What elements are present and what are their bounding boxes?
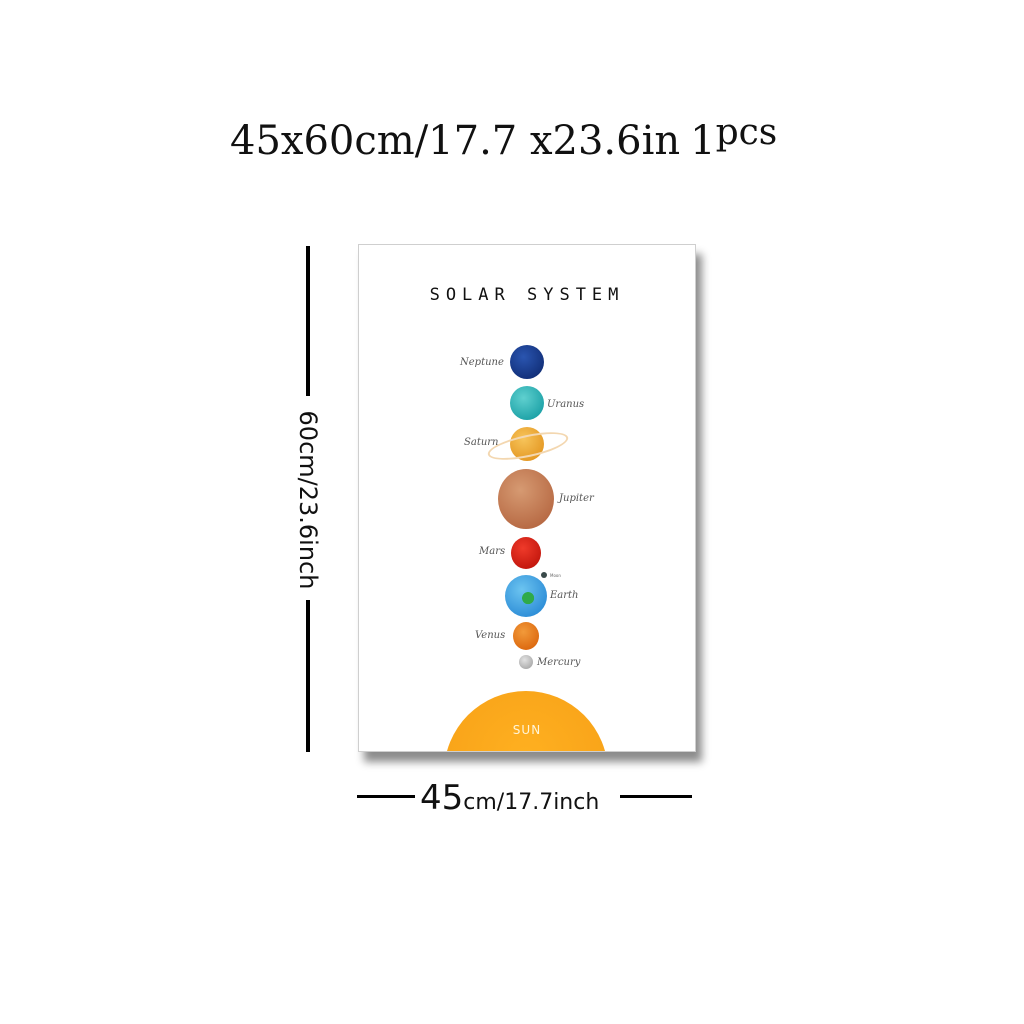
neptune-label: Neptune	[460, 357, 504, 368]
neptune-planet	[510, 345, 544, 379]
mercury-label: Mercury	[537, 657, 581, 668]
height-dimension-line-bottom	[306, 600, 310, 752]
size-headline: 45x60cm/17.7 x23.6in 1pcs	[230, 112, 777, 164]
width-dimension-line-left	[357, 795, 415, 798]
saturn-planet	[510, 427, 544, 461]
sun-label: SUN	[512, 723, 542, 737]
sun	[444, 691, 608, 751]
saturn-label: Saturn	[464, 437, 499, 448]
jupiter-label: Jupiter	[559, 493, 594, 504]
quantity-unit: pcs	[715, 112, 778, 153]
earth-label: Earth	[550, 590, 579, 601]
earth-planet	[505, 575, 547, 617]
poster: SOLAR SYSTEM Neptune Uranus Saturn Jupit…	[358, 244, 696, 752]
poster-title: SOLAR SYSTEM	[429, 285, 625, 305]
mars-label: Mars	[479, 546, 506, 557]
mercury-planet	[519, 655, 533, 669]
width-label-unit: cm/17.7inch	[463, 790, 600, 815]
size-text: 45x60cm/17.7 x23.6in	[230, 118, 681, 164]
width-dimension-line-right	[620, 795, 692, 798]
uranus-planet	[510, 386, 544, 420]
uranus-label: Uranus	[547, 399, 585, 410]
venus-planet	[513, 622, 539, 650]
moon-label: Moon	[550, 573, 561, 578]
venus-label: Venus	[475, 630, 506, 641]
jupiter-planet	[498, 469, 554, 529]
height-label: 60cm/23.6inch	[294, 410, 322, 590]
width-label-number: 45	[420, 778, 464, 818]
moon	[541, 572, 547, 578]
quantity-text: 1	[690, 118, 716, 164]
width-label: 45cm/17.7inch	[420, 778, 599, 818]
height-dimension-line-top	[306, 246, 310, 396]
mars-planet	[511, 537, 541, 569]
